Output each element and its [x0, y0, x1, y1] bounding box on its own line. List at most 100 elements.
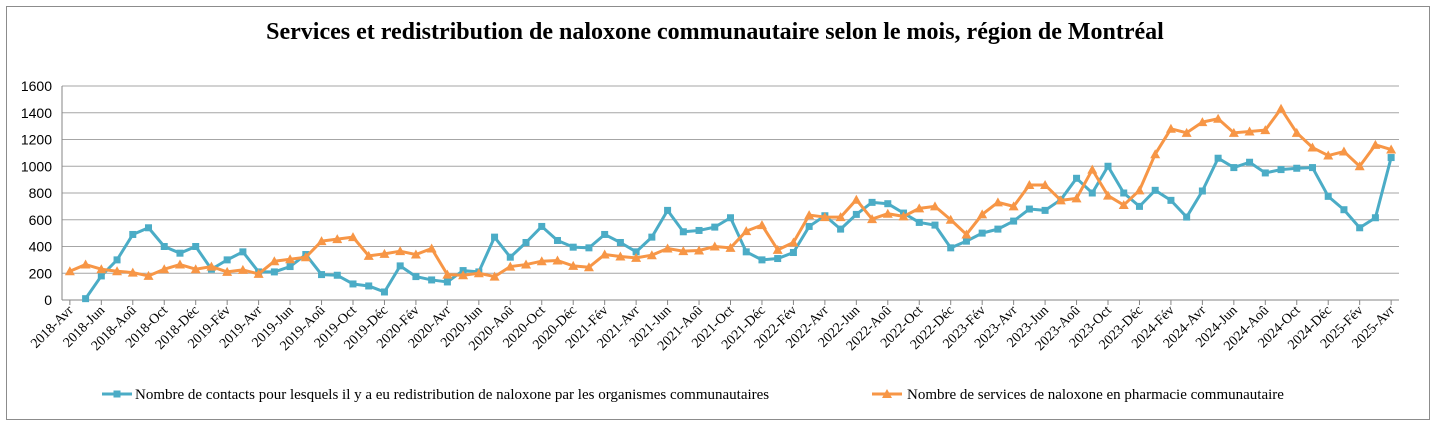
data-point — [521, 259, 532, 269]
data-point — [1197, 117, 1208, 127]
data-point — [678, 246, 689, 256]
data-point — [1151, 186, 1159, 194]
data-point — [867, 214, 878, 224]
data-point — [1354, 161, 1365, 171]
data-point — [664, 206, 672, 214]
data-point — [1167, 196, 1175, 204]
y-tick-label: 1400 — [21, 105, 52, 121]
data-point — [1135, 202, 1143, 210]
data-point — [631, 252, 642, 262]
data-point — [945, 214, 956, 224]
data-point — [1104, 162, 1112, 170]
y-tick-label: 400 — [29, 239, 53, 255]
data-point — [412, 273, 420, 281]
data-point — [1071, 193, 1082, 203]
data-point — [206, 261, 217, 271]
data-point — [1277, 166, 1285, 174]
data-point — [756, 220, 767, 230]
data-point — [1073, 174, 1081, 182]
legend: Nombre de contacts pour lesquels il y a … — [102, 387, 1284, 403]
data-point — [222, 266, 233, 276]
data-point — [819, 212, 830, 222]
data-point — [552, 255, 563, 265]
data-point — [1040, 179, 1051, 189]
data-point — [837, 225, 845, 233]
data-point — [522, 238, 530, 246]
data-point — [646, 250, 657, 260]
data-point — [741, 226, 752, 236]
data-point — [96, 264, 107, 274]
data-point — [1165, 123, 1176, 133]
data-point — [1244, 126, 1255, 136]
data-point — [1024, 179, 1035, 189]
data-point — [992, 197, 1003, 207]
data-point — [536, 256, 547, 266]
data-point — [365, 282, 373, 290]
data-point — [1323, 150, 1334, 160]
data-point — [270, 268, 278, 276]
data-point — [1103, 190, 1114, 200]
data-point — [915, 218, 923, 226]
data-point — [1371, 214, 1379, 222]
data-point — [347, 232, 358, 242]
data-point — [583, 262, 594, 272]
data-point — [1340, 206, 1348, 214]
legend-marker — [882, 389, 892, 398]
data-point — [318, 271, 326, 279]
data-point — [363, 250, 374, 260]
data-point — [1307, 142, 1318, 152]
data-point — [127, 267, 138, 277]
y-tick-label: 0 — [44, 292, 52, 308]
data-point — [300, 252, 311, 262]
x-axis: 2018-Avr2018-Jun2018-Aoû2018-Oct2018-Déc… — [28, 300, 1398, 354]
legend-marker — [113, 390, 121, 398]
data-point — [1120, 189, 1128, 197]
data-point — [882, 208, 893, 218]
data-point — [601, 230, 609, 238]
legend-item: Nombre de contacts pour lesquels il y a … — [102, 387, 769, 403]
data-point — [1213, 113, 1224, 123]
data-point — [160, 243, 168, 250]
data-point — [569, 243, 577, 251]
data-point — [1025, 205, 1033, 213]
data-point — [333, 271, 341, 279]
data-point — [1198, 187, 1206, 195]
data-point — [190, 264, 201, 274]
data-point — [929, 201, 940, 211]
y-axis: 0 200 400 600 800 1000 1200 1400 1600 — [21, 78, 63, 308]
data-point — [599, 249, 610, 259]
data-point — [396, 262, 404, 270]
data-point — [159, 264, 170, 274]
data-point — [491, 233, 499, 241]
y-tick-label: 200 — [29, 265, 53, 281]
y-tick-label: 1600 — [21, 78, 52, 94]
y-tick-label: 1000 — [21, 158, 52, 174]
data-point — [804, 210, 815, 220]
data-point — [772, 244, 783, 254]
data-point — [868, 198, 876, 206]
data-point — [1134, 185, 1145, 195]
legend-item: Nombre de services de naloxone en pharma… — [872, 387, 1284, 403]
data-point — [1230, 164, 1238, 172]
data-point — [489, 271, 500, 281]
data-point — [1150, 149, 1161, 159]
data-point — [1260, 125, 1271, 135]
data-point — [174, 259, 185, 269]
data-point — [1370, 139, 1381, 149]
data-point — [506, 253, 514, 261]
data-point — [176, 249, 184, 257]
data-point — [1291, 127, 1302, 137]
data-point — [851, 194, 862, 204]
data-point — [679, 228, 687, 236]
data-point — [223, 256, 231, 264]
data-point — [1308, 164, 1316, 172]
data-point — [443, 278, 451, 286]
data-point — [884, 200, 892, 208]
data-point — [742, 248, 750, 256]
data-point — [426, 243, 437, 253]
legend-label: Nombre de contacts pour lesquels il y a … — [135, 387, 769, 403]
data-point — [1324, 192, 1332, 200]
data-point — [758, 256, 766, 264]
data-point — [898, 211, 909, 221]
